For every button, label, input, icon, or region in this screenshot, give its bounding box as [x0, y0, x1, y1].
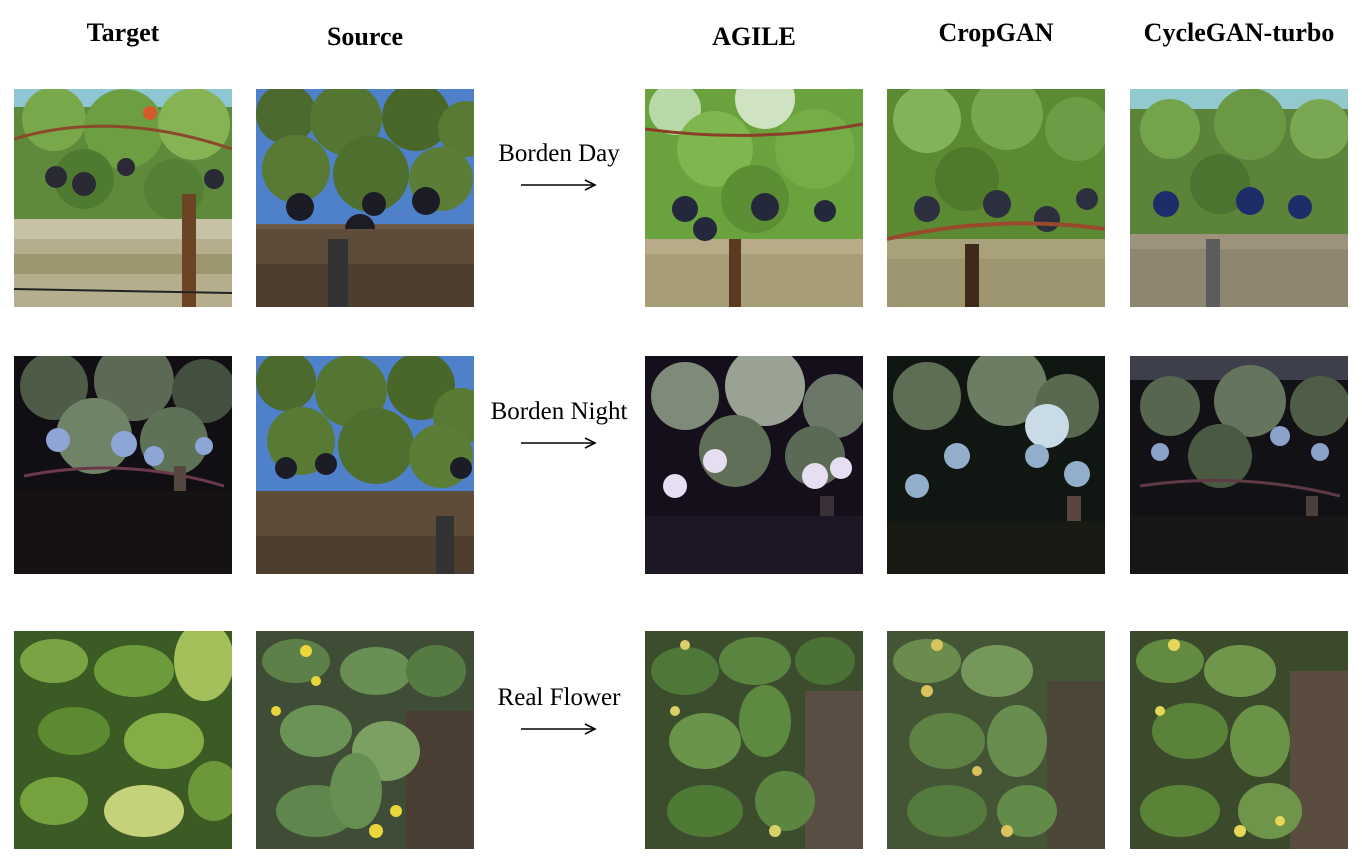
task-label: Borden Night [490, 398, 628, 425]
image-cyclegan-turbo-borden-night [1130, 356, 1348, 574]
image-target-real-flower [14, 631, 232, 849]
right-arrow-icon [478, 722, 640, 736]
task-label: Borden Day [498, 140, 620, 167]
header-cropgan: CropGAN [938, 18, 1054, 47]
image-cropgan-borden-day [887, 89, 1105, 307]
image-agile-borden-night [645, 356, 863, 574]
image-target-borden-night [14, 356, 232, 574]
right-arrow-icon [478, 436, 640, 450]
image-source-real-flower [256, 631, 474, 849]
task-label: Real Flower [497, 684, 621, 711]
image-cropgan-real-flower [887, 631, 1105, 849]
header-agile: AGILE [712, 22, 796, 51]
right-arrow-icon [478, 178, 640, 192]
task-borden-night: Borden Night [478, 398, 640, 450]
task-borden-day: Borden Day [478, 140, 640, 192]
image-cropgan-borden-night [887, 356, 1105, 574]
image-cyclegan-turbo-borden-day [1130, 89, 1348, 307]
image-source-borden-day [256, 89, 474, 307]
image-source-borden-night [256, 356, 474, 574]
image-agile-borden-day [645, 89, 863, 307]
task-real-flower: Real Flower [478, 684, 640, 736]
header-source: Source [326, 22, 404, 51]
header-cyclegan-turbo: CycleGAN-turbo [1143, 18, 1335, 47]
image-cyclegan-turbo-real-flower [1130, 631, 1348, 849]
header-target: Target [86, 18, 160, 47]
image-target-borden-day [14, 89, 232, 307]
image-agile-real-flower [645, 631, 863, 849]
